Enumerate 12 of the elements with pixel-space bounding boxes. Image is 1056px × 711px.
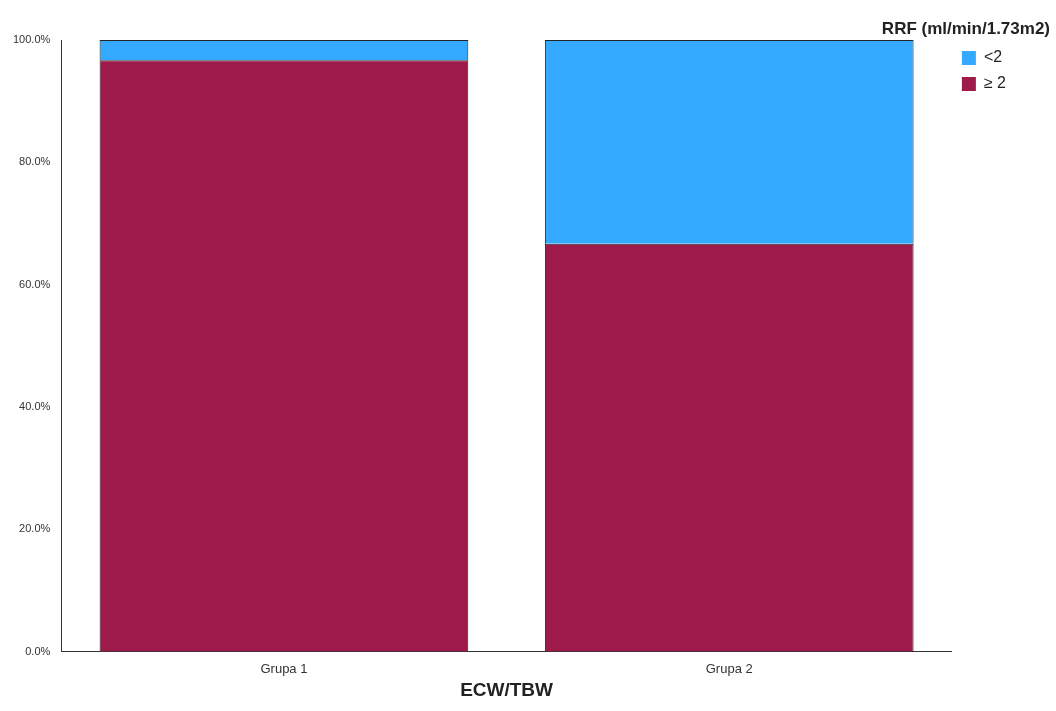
y-tick-label: 100.0% (13, 33, 51, 46)
y-tick-label: 20.0% (19, 522, 51, 535)
x-tick-label: Grupa 1 (260, 660, 308, 676)
legend-label: <2 (983, 48, 1003, 66)
y-tick-label: 0.0% (25, 644, 51, 657)
y-tick-label: 40.0% (19, 399, 51, 412)
legend-title: RRF (ml/min/1.73m2) (881, 19, 1051, 39)
y-tick-label: 80.0% (19, 155, 51, 168)
x-axis-title: ECW/TBW (460, 678, 554, 700)
x-tick-label: Grupa 2 (705, 660, 753, 676)
legend-label: ≥ 2 (983, 74, 1007, 92)
y-tick-label: 60.0% (19, 277, 51, 290)
